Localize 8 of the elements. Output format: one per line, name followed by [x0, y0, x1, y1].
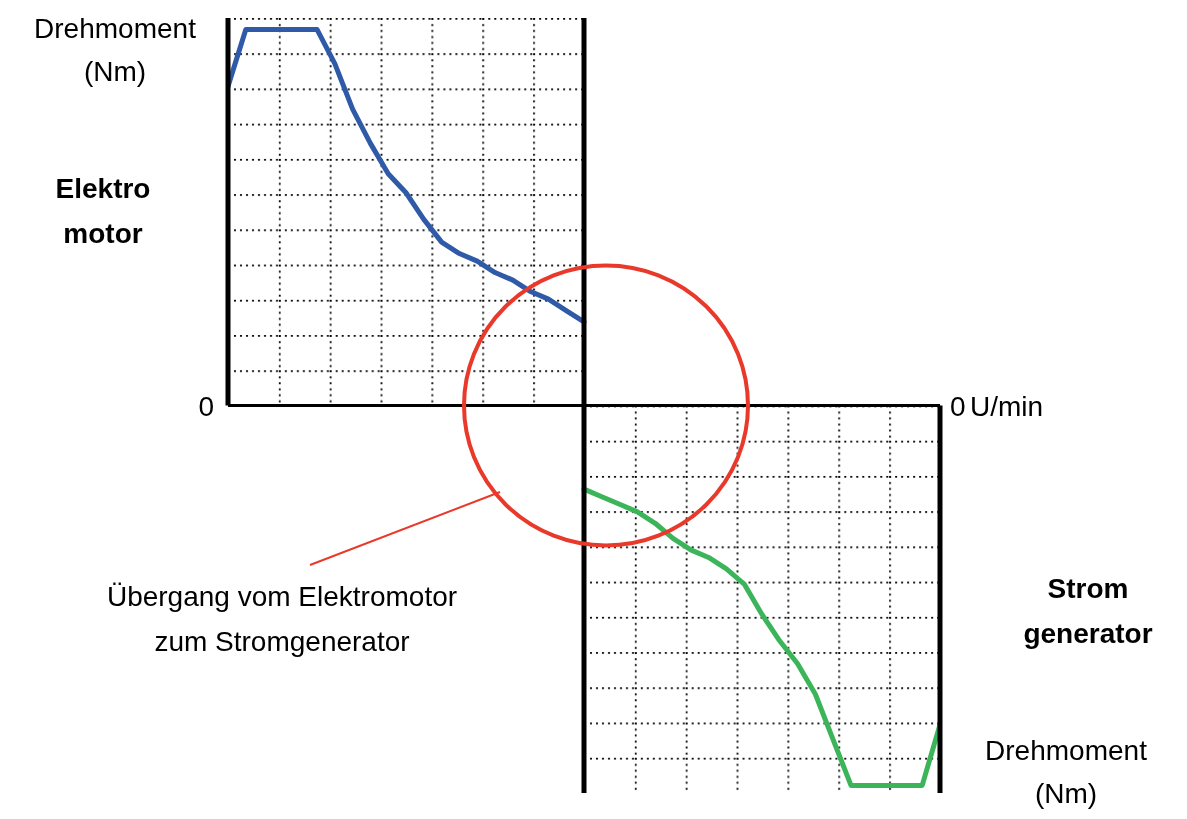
- text: Elektro motor: [55, 173, 151, 249]
- text: 0: [950, 390, 966, 422]
- annotation: Übergang vom Elektromotor zum Stromgenerator: [106, 581, 458, 657]
- text: 0: [198, 390, 214, 422]
- y-axis-title: Drehmoment (Nm): [34, 13, 197, 87]
- y2-axis-title: Drehmoment (Nm): [985, 735, 1148, 809]
- x-axis-title: U/min: [970, 390, 1044, 422]
- text: Strom generator: [1023, 573, 1153, 649]
